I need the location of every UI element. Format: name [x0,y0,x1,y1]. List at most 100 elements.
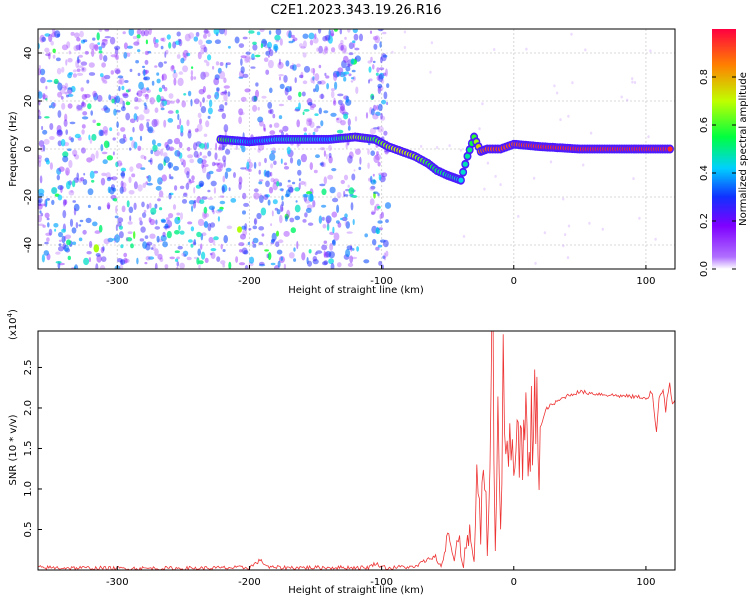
noise-blob [101,107,108,112]
noise-blob [94,230,101,234]
noise-blob [214,162,220,166]
noise-blob [169,256,175,260]
noise-blob [187,146,191,152]
noise-blob [223,85,230,89]
noise-blob [294,215,301,221]
noise-blob [372,173,375,177]
noise-blob [107,186,111,194]
noise-blob [336,129,344,134]
noise-blob [209,252,213,256]
noise-blob [88,134,91,141]
noise-blob [376,151,379,156]
noise-blob [316,125,321,129]
noise-blob [198,260,204,265]
noise-blob [74,32,80,39]
noise-blob [313,128,319,133]
noise-blob [95,253,101,257]
noise-blob [239,249,243,253]
noise-blob [161,219,167,224]
noise-blob [82,229,87,235]
noise-blob [312,256,317,262]
noise-blob [328,258,334,265]
noise-blob [101,38,108,46]
noise-blob [183,93,187,96]
noise-blob [338,99,343,105]
noise-blob [66,239,71,246]
noise-blob [106,155,113,161]
noise-blob [302,40,307,49]
noise-blob [168,192,172,200]
colorbar-tick-label: 0.0 [699,261,710,277]
noise-blob [208,205,215,211]
noise-blob [128,206,134,214]
noise-blob [343,55,349,63]
noise-blob [100,73,104,78]
noise-blob [104,129,108,136]
noise-blob [309,121,315,128]
noise-blob [312,200,316,208]
noise-blob [224,171,229,180]
noise-blob [309,106,315,110]
noise-blob [117,217,124,223]
noise-blob [218,29,225,35]
noise-blob [154,203,158,209]
noise-blob [83,172,86,176]
noise-blob [376,67,380,73]
noise-blob [174,150,181,157]
noise-blob [259,29,265,33]
noise-blob [287,186,294,193]
noise-blob [89,138,93,144]
noise-blob [80,147,86,154]
noise-blob [318,215,323,224]
noise-blob [286,209,291,218]
spectrogram-x-axis-label: Height of straight line (km) [288,285,424,296]
noise-blob [136,29,142,35]
noise-blob [61,44,69,51]
colorbar-tick-label: 0.8 [699,69,710,85]
noise-blob [54,228,57,232]
noise-blob [67,87,73,95]
noise-blob [213,236,219,241]
noise-blob [82,39,88,43]
noise-blob [49,123,54,130]
noise-blob [142,65,145,69]
noise-blob [57,110,62,118]
noise-blob [341,44,347,53]
noise-blob [136,98,143,103]
noise-blob [125,112,131,121]
noise-blob [375,72,379,76]
noise-blob [143,93,149,97]
noise-blob [269,130,276,135]
noise-blob [117,79,123,85]
noise-blob [45,85,48,90]
noise-blob [270,163,274,169]
noise-blob [102,75,105,84]
noise-blob [356,246,359,252]
noise-blob [227,45,231,49]
noise-blob [380,177,385,180]
noise-blob [77,59,81,63]
noise-blob [330,33,335,36]
noise-blob [200,47,205,55]
noise-blob [179,185,185,190]
noise-blob [534,261,537,265]
noise-blob [282,125,289,132]
noise-blob [296,119,301,128]
noise-blob [73,45,79,52]
noise-blob [553,84,556,88]
noise-blob [85,217,92,224]
noise-blob [143,209,147,213]
noise-blob [114,234,120,243]
noise-blob [219,200,226,205]
noise-blob [126,52,131,57]
noise-blob [222,155,227,163]
noise-blob [175,109,179,114]
noise-blob [240,66,245,74]
noise-blob [144,261,148,265]
noise-blob [174,230,180,235]
noise-blob [80,87,84,92]
noise-blob [243,250,249,255]
noise-blob [391,50,394,54]
noise-blob [340,39,344,45]
noise-blob [103,105,108,111]
